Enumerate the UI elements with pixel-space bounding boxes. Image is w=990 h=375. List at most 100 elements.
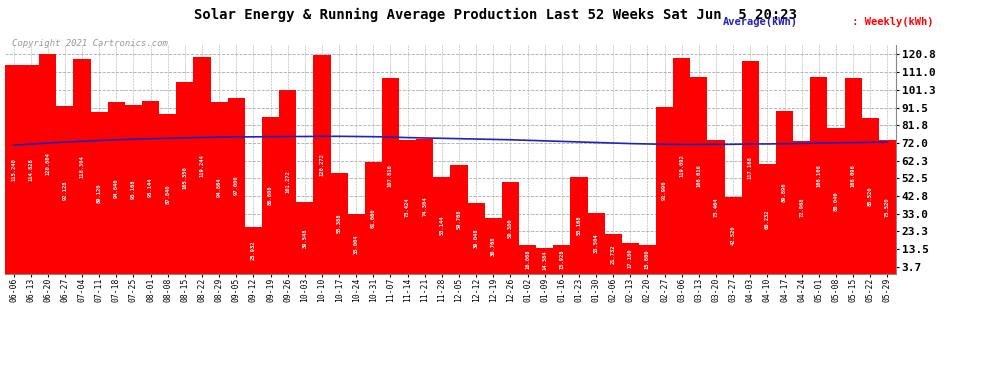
Bar bbox=[399, 141, 416, 274]
Text: 60.232: 60.232 bbox=[765, 209, 770, 229]
Text: 59.768: 59.768 bbox=[456, 210, 461, 229]
Text: 87.840: 87.840 bbox=[165, 184, 170, 204]
Text: 95.144: 95.144 bbox=[148, 178, 153, 197]
Bar bbox=[262, 117, 279, 274]
Text: 85.520: 85.520 bbox=[868, 186, 873, 206]
Text: Copyright 2021 Cartronics.com: Copyright 2021 Cartronics.com bbox=[12, 39, 167, 48]
Bar bbox=[347, 214, 364, 274]
Bar bbox=[125, 105, 142, 274]
Text: 53.144: 53.144 bbox=[440, 216, 445, 235]
Text: Solar Energy & Running Average Production Last 52 Weeks Sat Jun  5 20:23: Solar Energy & Running Average Productio… bbox=[193, 8, 797, 22]
Bar bbox=[810, 78, 828, 274]
Bar bbox=[228, 98, 245, 274]
Text: 94.640: 94.640 bbox=[114, 178, 119, 198]
Text: 107.816: 107.816 bbox=[388, 165, 393, 187]
Bar bbox=[861, 118, 879, 274]
Bar bbox=[279, 90, 296, 274]
Text: 105.356: 105.356 bbox=[182, 167, 187, 189]
Text: 117.168: 117.168 bbox=[747, 156, 752, 179]
Bar bbox=[5, 64, 22, 274]
Text: 119.244: 119.244 bbox=[200, 154, 205, 177]
Bar bbox=[844, 78, 861, 274]
Bar bbox=[553, 245, 570, 274]
Bar bbox=[502, 182, 519, 274]
Text: 73.464: 73.464 bbox=[714, 197, 719, 217]
Bar bbox=[570, 177, 587, 274]
Text: 14.384: 14.384 bbox=[543, 251, 547, 270]
Bar bbox=[759, 164, 776, 274]
Bar bbox=[40, 54, 56, 274]
Bar bbox=[416, 139, 434, 274]
Text: 55.388: 55.388 bbox=[337, 214, 342, 233]
Text: 91.996: 91.996 bbox=[662, 180, 667, 200]
Bar bbox=[742, 61, 759, 274]
Text: 120.804: 120.804 bbox=[46, 153, 50, 176]
Bar bbox=[690, 76, 708, 274]
Bar bbox=[708, 140, 725, 274]
Text: 16.068: 16.068 bbox=[525, 249, 530, 269]
Text: 108.096: 108.096 bbox=[850, 164, 855, 187]
Text: 39.548: 39.548 bbox=[302, 228, 307, 248]
Text: 15.600: 15.600 bbox=[645, 250, 650, 269]
Bar bbox=[91, 112, 108, 274]
Text: 73.520: 73.520 bbox=[885, 197, 890, 217]
Bar bbox=[605, 234, 622, 274]
Text: 21.732: 21.732 bbox=[611, 244, 616, 264]
Text: 33.504: 33.504 bbox=[594, 234, 599, 253]
Text: 118.304: 118.304 bbox=[79, 155, 84, 178]
Bar bbox=[587, 213, 605, 274]
Bar bbox=[382, 78, 399, 274]
Text: Average(kWh): Average(kWh) bbox=[723, 17, 798, 27]
Text: 39.048: 39.048 bbox=[473, 228, 478, 248]
Text: 89.896: 89.896 bbox=[782, 182, 787, 202]
Bar bbox=[467, 203, 485, 274]
Text: 17.180: 17.180 bbox=[628, 248, 633, 268]
Bar bbox=[142, 101, 159, 274]
Bar bbox=[245, 226, 262, 274]
Bar bbox=[537, 248, 553, 274]
Text: 42.520: 42.520 bbox=[731, 225, 736, 245]
Text: 61.660: 61.660 bbox=[371, 208, 376, 228]
Text: 33.004: 33.004 bbox=[353, 234, 358, 254]
Text: 25.932: 25.932 bbox=[250, 240, 255, 260]
Text: 92.128: 92.128 bbox=[62, 180, 67, 200]
Bar bbox=[828, 129, 844, 274]
Bar bbox=[108, 102, 125, 274]
Bar bbox=[793, 141, 810, 274]
Bar bbox=[73, 59, 91, 274]
Bar bbox=[450, 165, 467, 274]
Text: 94.864: 94.864 bbox=[217, 178, 222, 197]
Text: 101.272: 101.272 bbox=[285, 171, 290, 193]
Bar bbox=[22, 65, 40, 274]
Bar bbox=[211, 102, 228, 274]
Bar bbox=[56, 106, 73, 274]
Text: 15.928: 15.928 bbox=[559, 249, 564, 269]
Bar bbox=[364, 162, 382, 274]
Text: 93.168: 93.168 bbox=[131, 179, 136, 199]
Bar bbox=[314, 56, 331, 274]
Text: 114.828: 114.828 bbox=[28, 158, 33, 181]
Text: 53.168: 53.168 bbox=[576, 216, 581, 235]
Bar bbox=[485, 218, 502, 274]
Bar bbox=[622, 243, 639, 274]
Bar bbox=[639, 245, 656, 274]
Text: 74.304: 74.304 bbox=[423, 196, 428, 216]
Text: 30.768: 30.768 bbox=[491, 236, 496, 256]
Bar bbox=[331, 173, 347, 274]
Bar bbox=[673, 57, 690, 274]
Bar bbox=[176, 82, 193, 274]
Text: 73.424: 73.424 bbox=[405, 197, 410, 217]
Bar bbox=[879, 140, 896, 274]
Text: 89.120: 89.120 bbox=[97, 183, 102, 203]
Text: 108.108: 108.108 bbox=[817, 164, 822, 187]
Text: 72.908: 72.908 bbox=[799, 198, 804, 217]
Text: 80.040: 80.040 bbox=[834, 191, 839, 211]
Bar bbox=[159, 114, 176, 274]
Bar bbox=[519, 244, 537, 274]
Text: : Weekly(kWh): : Weekly(kWh) bbox=[846, 17, 934, 27]
Text: 50.380: 50.380 bbox=[508, 218, 513, 238]
Text: 120.272: 120.272 bbox=[320, 153, 325, 176]
Text: 119.092: 119.092 bbox=[679, 154, 684, 177]
Bar bbox=[776, 111, 793, 274]
Bar bbox=[434, 177, 450, 274]
